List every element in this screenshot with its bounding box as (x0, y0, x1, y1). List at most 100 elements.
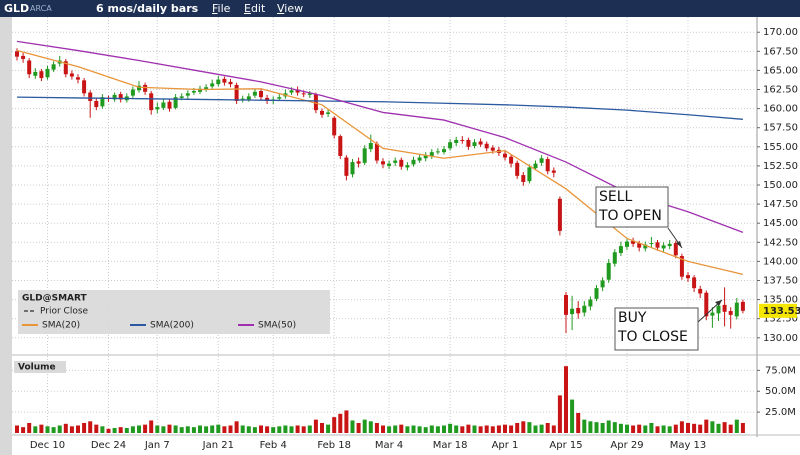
candle-body (185, 93, 190, 96)
period[interactable]: 6 mos/daily bars (96, 2, 199, 15)
volume-bar (185, 426, 190, 433)
candle-body (259, 91, 263, 98)
candle-body (728, 311, 733, 315)
sma-line (16, 96, 743, 120)
volume-bar (637, 424, 642, 433)
y2-tick-label: 50.0M (765, 386, 796, 397)
candle-body (15, 51, 19, 57)
volume-bar (100, 426, 105, 433)
candle-body (88, 92, 93, 101)
volume-bar (740, 422, 745, 433)
volume-bar (472, 425, 477, 433)
volume-bar (570, 399, 575, 433)
volume-bar (429, 425, 434, 433)
y-tick-label: 135.00 (763, 295, 798, 306)
volume-bar (710, 421, 715, 433)
volume-bar (661, 425, 666, 433)
side-strip (0, 17, 12, 455)
candle-body (551, 170, 556, 173)
candle-body (39, 71, 44, 79)
candle-body (143, 84, 148, 92)
y-tick-label: 150.00 (763, 180, 798, 191)
volume-bar (631, 425, 636, 433)
candle-body (612, 252, 617, 264)
candle-body (570, 308, 575, 315)
y-tick-label: 165.00 (763, 65, 798, 76)
annotation-text: TO CLOSE (617, 329, 688, 345)
volume-bar (88, 421, 93, 433)
candle-body (387, 163, 392, 166)
x-tick-label: Dec 24 (91, 440, 126, 451)
volume-bar (106, 428, 111, 433)
volume-bar (112, 427, 117, 433)
volume-bar (393, 425, 398, 433)
volume-bar (576, 412, 581, 433)
y-tick-label: 162.50 (763, 85, 798, 96)
volume-bar (698, 424, 703, 433)
candle-body (734, 302, 739, 317)
volume-bar (356, 422, 361, 433)
candle-body (137, 85, 141, 91)
candle-body (295, 89, 300, 93)
candle-body (429, 152, 434, 156)
volume-bar (198, 425, 202, 433)
candle-body (246, 96, 251, 100)
volume-bar (594, 422, 599, 433)
volume-bar (686, 422, 690, 433)
volume-bar (679, 421, 684, 433)
volume-bar (466, 424, 471, 433)
volume-bar (332, 417, 337, 433)
volume-label-box (14, 361, 66, 373)
volume-bar (69, 426, 74, 433)
candle-body (100, 97, 105, 107)
candle-body (637, 243, 642, 248)
volume-bar (63, 423, 68, 433)
volume-bar (204, 426, 209, 433)
candle-body (112, 94, 117, 100)
volume-bar (271, 427, 276, 433)
last-price-label: 133.53 (763, 306, 800, 317)
candle-body (167, 101, 172, 109)
candle-body (509, 156, 514, 164)
candle-body (277, 97, 282, 99)
volume-bar (283, 425, 288, 433)
candle-body (338, 136, 343, 156)
candle-body (503, 153, 507, 158)
y-tick-label: 137.50 (763, 275, 798, 286)
candle-body (588, 299, 593, 307)
volume-bar (521, 421, 526, 433)
candle-body (582, 305, 587, 313)
candle-body (216, 79, 221, 85)
candle-body (698, 288, 703, 294)
legend: GLD@SMART Prior Close SMA(20) SMA(200) SMA… (18, 290, 330, 334)
candle-body (69, 73, 74, 77)
volume-bar (155, 425, 160, 433)
candle-body (265, 97, 270, 101)
menu-file[interactable]: File (212, 2, 231, 15)
candle-body (521, 175, 526, 182)
symbol[interactable]: GLD (4, 2, 30, 15)
volume-bar (259, 425, 263, 433)
volume-bar (76, 425, 80, 433)
candle-body (252, 91, 257, 96)
candle-body (344, 157, 349, 176)
menu-edit[interactable]: Edit (244, 2, 266, 15)
candle-body (716, 305, 721, 314)
volume-bar (173, 425, 178, 433)
volume-bar (460, 426, 465, 433)
candle-body (33, 71, 38, 76)
candle-body (423, 155, 428, 159)
arrowhead (715, 300, 722, 306)
volume-bar (564, 366, 568, 433)
candle-body (442, 149, 446, 153)
candle-body (118, 94, 123, 100)
candle-body (307, 93, 312, 95)
candle-body (222, 78, 227, 83)
menu-view[interactable]: View (277, 2, 304, 15)
annotation-box (595, 186, 669, 228)
candle-body (649, 243, 654, 245)
volume-bar (362, 419, 367, 433)
volume-bar (606, 420, 611, 433)
candle-body (399, 159, 404, 167)
candle-body (393, 160, 398, 163)
